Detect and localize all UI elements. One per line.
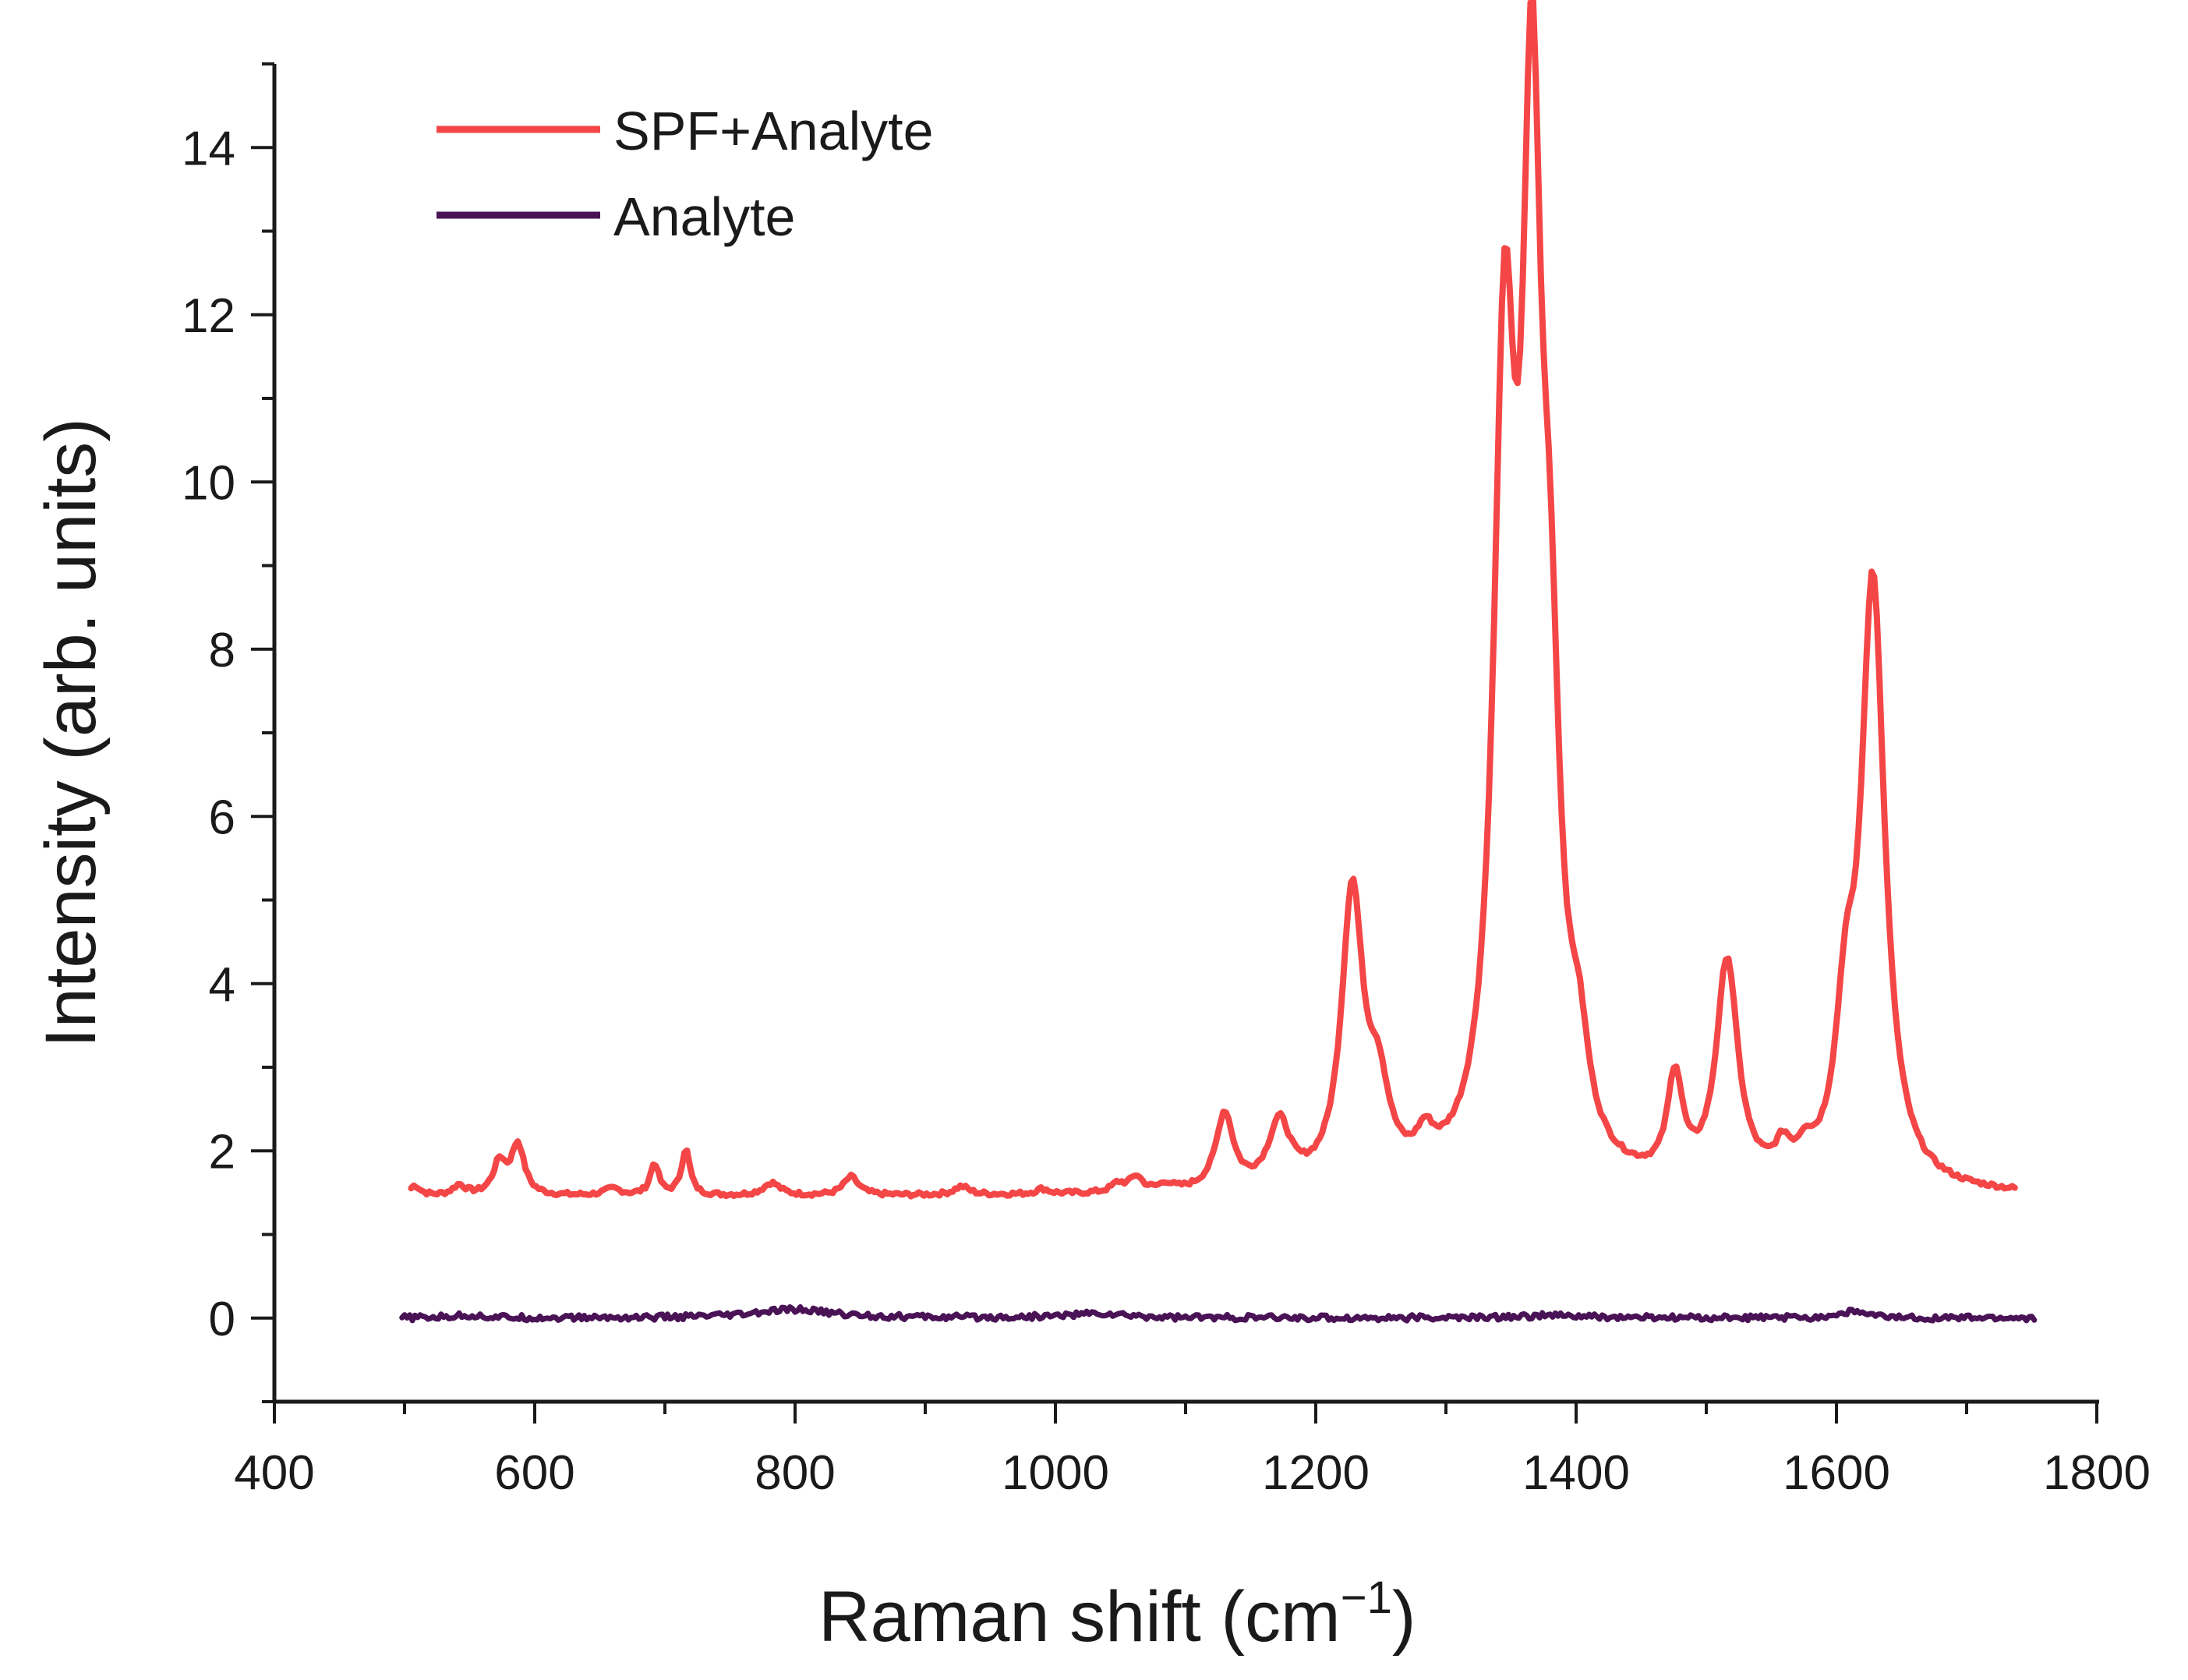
y-ticks: 0 2 4 6 8 10 12 14 bbox=[182, 62, 274, 1403]
x-tick-label-1000: 1000 bbox=[1002, 1446, 1109, 1500]
axes-frame bbox=[272, 64, 2099, 1404]
y-axis-title: Intensity (arb. units) bbox=[31, 418, 111, 1048]
y-tick-label-10: 10 bbox=[182, 456, 235, 510]
x-tick-label-1600: 1600 bbox=[1783, 1446, 1890, 1500]
x-tick-label-1800: 1800 bbox=[2043, 1446, 2151, 1500]
x-tick-label-1400: 1400 bbox=[1522, 1446, 1630, 1500]
legend: SPF+Analyte Analyte bbox=[437, 101, 934, 247]
x-axis-title-main: Raman shift (cm bbox=[818, 1577, 1341, 1657]
y-tick-label-14: 14 bbox=[182, 122, 235, 175]
y-tick-label-12: 12 bbox=[182, 289, 235, 343]
series-layer bbox=[399, 0, 2038, 1324]
x-tick-label-600: 600 bbox=[494, 1446, 574, 1500]
legend-label-analyte: Analyte bbox=[613, 186, 795, 247]
y-tick-label-6: 6 bbox=[209, 790, 235, 844]
x-axis-title-superscript: −1 bbox=[1341, 1572, 1392, 1623]
x-axis-title-close: ) bbox=[1392, 1577, 1416, 1657]
x-axis-title: Raman shift (cm−1) bbox=[818, 1572, 1416, 1657]
x-tick-label-1200: 1200 bbox=[1262, 1446, 1370, 1500]
series-line-analyte bbox=[399, 1304, 2038, 1324]
series-line-spf-analyte bbox=[408, 0, 2018, 1200]
y-tick-label-8: 8 bbox=[209, 624, 235, 677]
y-tick-label-2: 2 bbox=[209, 1125, 235, 1179]
y-tick-label-0: 0 bbox=[209, 1293, 235, 1346]
y-tick-label-4: 4 bbox=[209, 958, 235, 1012]
legend-label-spf-analyte: SPF+Analyte bbox=[613, 101, 934, 161]
x-tick-label-400: 400 bbox=[234, 1446, 314, 1500]
x-tick-label-800: 800 bbox=[755, 1446, 835, 1500]
x-ticks: 400 600 800 1000 1200 1400 1600 1800 bbox=[234, 1402, 2151, 1500]
